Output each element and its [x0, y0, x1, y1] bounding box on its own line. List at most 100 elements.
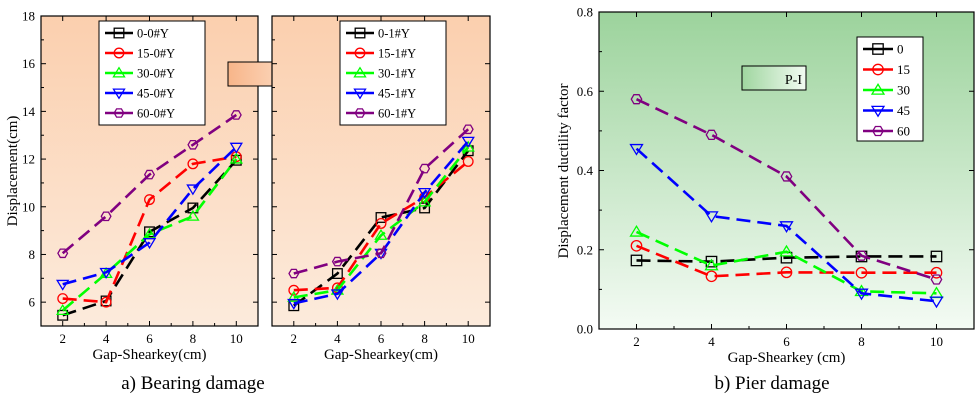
x-tick-label: 8 — [858, 334, 865, 349]
y-tick-label: 10 — [22, 199, 35, 214]
data-point — [780, 266, 793, 279]
y-tick-label: 16 — [22, 56, 36, 71]
series-line-3 — [62, 146, 238, 286]
legend-label: 60-0#Y — [137, 107, 175, 121]
data-point — [705, 255, 718, 268]
legend-marker — [872, 125, 884, 137]
x-tick-label: 4 — [708, 334, 715, 349]
y-tick-label: 18 — [22, 9, 35, 24]
legend-marker — [354, 27, 366, 39]
series-line-0 — [62, 159, 238, 317]
legend-label: 45 — [897, 103, 910, 118]
data-point — [288, 284, 300, 296]
series-line-0 — [293, 149, 470, 307]
data-point — [375, 212, 387, 223]
legend-marker — [872, 43, 884, 55]
chart-panel-right: 2 4 6 8 10 0.0 0.2 0.4 0.6 0.8 0 15 30 45 60 P-I Gap-She… — [556, 5, 975, 366]
data-point — [419, 163, 431, 174]
legend-marker — [870, 105, 886, 118]
y-tick-label: 12 — [22, 152, 35, 167]
data-point — [930, 250, 943, 263]
legend-label: 30-1#Y — [378, 67, 416, 81]
panel-badge — [741, 65, 807, 91]
data-point — [57, 293, 69, 305]
caption-left: a) Bearing damage — [121, 373, 264, 394]
series-line-1 — [62, 155, 237, 304]
legend-label: 0-1#Y — [378, 27, 410, 41]
series-line-3 — [635, 147, 937, 303]
data-point — [630, 94, 643, 105]
x-tick-label: 4 — [103, 331, 110, 346]
y-tick-label: 14 — [22, 104, 36, 119]
data-point — [100, 211, 112, 222]
data-point — [287, 290, 301, 302]
caption-right: b) Pier damage — [714, 373, 829, 394]
legend-marker — [112, 88, 126, 100]
data-point — [629, 224, 644, 237]
legend-label: 0-0#Y — [137, 27, 169, 41]
series-line-2 — [61, 158, 238, 312]
data-point — [142, 227, 157, 239]
legend-label: 45-1#Y — [378, 87, 416, 101]
x-tick-label: 2 — [59, 331, 66, 346]
plot-frame — [40, 15, 259, 327]
y-tick-label: 0.4 — [577, 163, 594, 178]
data-point — [930, 274, 943, 285]
data-point — [855, 250, 868, 261]
x-tick-label: 2 — [633, 334, 640, 349]
data-point — [229, 142, 243, 154]
plot-frame — [598, 11, 975, 330]
legend-label: 15 — [897, 62, 910, 77]
y-tick-label: 0.8 — [577, 5, 593, 20]
legend-marker — [113, 108, 125, 118]
data-point — [186, 184, 200, 196]
legend-marker — [353, 66, 367, 78]
data-point — [187, 158, 199, 170]
x-tick-label: 10 — [230, 331, 243, 346]
data-point — [705, 270, 718, 283]
data-point — [417, 195, 432, 207]
x-tick-label: 8 — [190, 331, 197, 346]
chart-panel-middle: 2 4 6 8 10 0-1#Y 15-1#Y 30-1#Y 45-1#Y 60-1#Y Gap-S… — [271, 15, 491, 363]
x-tick-label: 6 — [783, 334, 790, 349]
data-point — [462, 124, 474, 135]
data-point — [144, 194, 155, 206]
data-point — [462, 156, 474, 167]
x-tick-label: 2 — [291, 331, 298, 346]
data-point — [230, 110, 242, 120]
legend-label: 15-1#Y — [378, 47, 416, 61]
data-point — [375, 218, 387, 229]
data-point — [143, 169, 156, 180]
legend-marker — [354, 47, 366, 59]
x-tick-label: 10 — [930, 334, 943, 349]
data-point — [331, 268, 343, 279]
chart-panel-left: 2 4 6 8 10 6 8 10 12 14 16 18 0-0#Y 15-0#Y 30-0#Y 45-0#… — [5, 9, 311, 363]
data-point — [929, 296, 944, 309]
legend-marker — [872, 63, 884, 76]
data-point — [374, 228, 388, 240]
legend-label: 60-1#Y — [378, 107, 416, 121]
data-point — [630, 254, 643, 267]
data-point — [100, 296, 112, 308]
legend-marker — [113, 27, 125, 39]
data-point — [779, 244, 794, 257]
data-point — [417, 187, 432, 199]
data-point — [854, 288, 869, 301]
y-tick-label: 8 — [29, 247, 36, 262]
series-line-1 — [636, 244, 937, 278]
x-axis-label: Gap-Shearkey (cm) — [728, 350, 846, 366]
data-point — [230, 154, 242, 166]
legend-label: 60 — [897, 124, 910, 139]
series-line-0 — [636, 255, 937, 263]
data-point — [99, 267, 113, 279]
x-tick-label: 6 — [146, 331, 153, 346]
legend-marker — [113, 47, 125, 59]
data-point — [629, 143, 644, 156]
data-point — [287, 298, 301, 310]
data-point — [229, 152, 243, 164]
x-tick-label: 4 — [334, 331, 341, 346]
y-axis-label: Displacement ductility factor — [556, 84, 572, 259]
legend-label: 30-0#Y — [137, 67, 175, 81]
data-point — [461, 136, 475, 148]
